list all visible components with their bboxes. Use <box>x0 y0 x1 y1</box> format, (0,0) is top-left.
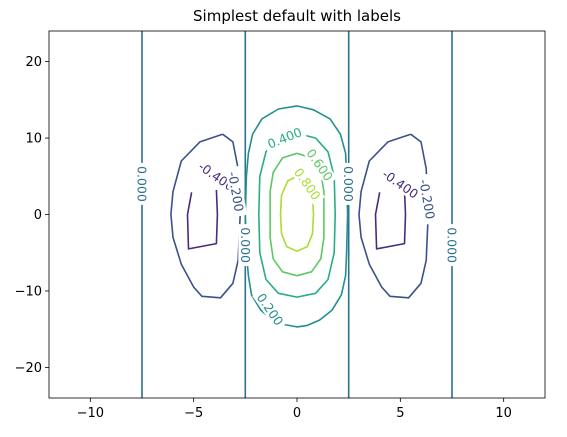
y-tick-label: −20 <box>15 361 42 376</box>
y-tick-label: 10 <box>25 132 42 147</box>
y-axis: 20 10 0 −10 −20 <box>15 55 49 376</box>
contour-label-11: -0.200 <box>415 173 439 225</box>
contour-label-text: 0.000 <box>445 227 460 263</box>
y-tick-label: 0 <box>34 208 42 223</box>
x-tick-label: 0 <box>293 406 301 421</box>
contour-line-10 <box>358 133 429 299</box>
contour-label-text: -0.400 <box>379 166 421 201</box>
contour-label-text: 0.000 <box>135 166 150 202</box>
contour-labels: 0.0000.0000.0000.0000.2000.4000.6000.800… <box>135 123 460 331</box>
contour-label-5: 0.400 <box>262 123 307 153</box>
plot-frame <box>48 30 546 399</box>
contour-label-gap <box>375 163 425 204</box>
contour-label-gap <box>301 143 338 187</box>
contour-label-gap <box>445 224 459 267</box>
contour-label-gap <box>262 123 307 153</box>
contour-line-5 <box>258 132 336 298</box>
contour-label-text: 0.000 <box>341 166 356 202</box>
contour-label-0: 0.000 <box>135 162 150 205</box>
contour-label-text: -0.200 <box>225 170 247 212</box>
x-tick-label: 10 <box>495 406 512 421</box>
x-tick-label: −10 <box>77 406 104 421</box>
chart-title: Simplest default with labels <box>193 7 401 25</box>
contour-line-11 <box>374 189 407 250</box>
contour-label-gap <box>415 173 439 225</box>
x-tick-label: −5 <box>184 406 203 421</box>
contour-lines <box>141 31 453 398</box>
contour-line-4 <box>244 105 349 328</box>
contour-label-gap <box>289 162 326 206</box>
x-tick-label: 5 <box>396 406 404 421</box>
contour-label-gap <box>238 224 253 267</box>
contour-label-text: 0.400 <box>265 124 304 151</box>
contour-label-gap <box>135 162 149 205</box>
y-tick-label: −10 <box>15 284 42 299</box>
contour-label-gap <box>252 288 288 331</box>
contour-label-gap <box>224 165 248 218</box>
contour-label-gap <box>341 162 356 205</box>
contour-label-text: -0.200 <box>416 178 438 220</box>
contour-label-1: 0.000 <box>238 224 253 267</box>
contour-label-text: 0.000 <box>238 227 253 263</box>
contour-label-9: -0.200 <box>224 165 248 218</box>
contour-label-3: 0.000 <box>445 224 460 267</box>
contour-line-9 <box>186 189 219 250</box>
x-axis: −10 −5 0 5 10 <box>77 398 512 421</box>
y-tick-label: 20 <box>25 55 42 70</box>
contour-label-2: 0.000 <box>341 162 356 205</box>
contour-label-text: 0.200 <box>254 290 287 328</box>
